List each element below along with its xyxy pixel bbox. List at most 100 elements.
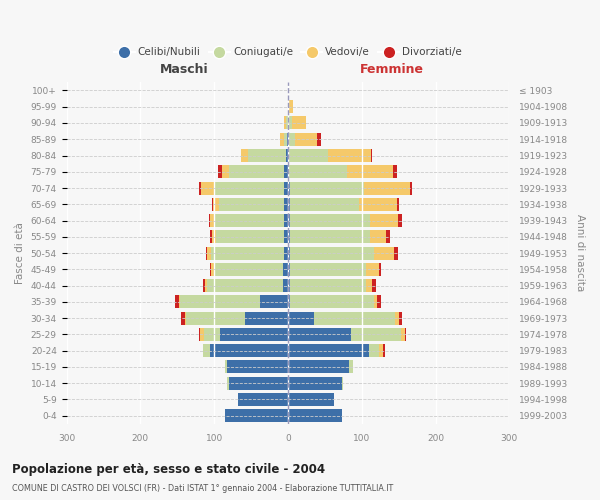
Bar xyxy=(225,409,288,422)
Bar xyxy=(214,214,284,227)
Bar xyxy=(208,246,211,260)
Bar xyxy=(229,166,284,178)
Text: Femmine: Femmine xyxy=(360,62,424,76)
Bar xyxy=(290,230,370,243)
Bar xyxy=(372,279,376,292)
Bar xyxy=(280,132,284,146)
Bar xyxy=(288,312,314,324)
Bar xyxy=(288,100,289,113)
Bar xyxy=(289,149,328,162)
Bar xyxy=(290,263,366,276)
Bar xyxy=(225,360,227,374)
Bar xyxy=(211,246,284,260)
Bar xyxy=(283,279,288,292)
Bar xyxy=(214,182,284,194)
Bar xyxy=(314,312,395,324)
Bar xyxy=(220,328,288,341)
Bar xyxy=(383,344,385,357)
Bar xyxy=(290,182,364,194)
Bar xyxy=(287,132,288,146)
Y-axis label: Anni di nascita: Anni di nascita xyxy=(575,214,585,292)
Bar xyxy=(248,149,286,162)
Bar xyxy=(288,214,290,227)
Bar xyxy=(286,149,288,162)
Bar xyxy=(394,246,398,260)
Bar xyxy=(211,230,212,243)
Bar xyxy=(206,246,208,260)
Bar xyxy=(350,328,401,341)
Bar xyxy=(208,279,283,292)
Bar xyxy=(185,312,186,324)
Bar xyxy=(290,296,374,308)
Bar xyxy=(290,198,359,211)
Bar xyxy=(288,149,289,162)
Text: COMUNE DI CASTRO DEI VOLSCI (FR) - Dati ISTAT 1° gennaio 2004 - Elaborazione TUT: COMUNE DI CASTRO DEI VOLSCI (FR) - Dati … xyxy=(12,484,393,493)
Bar xyxy=(288,360,349,374)
Bar xyxy=(221,166,229,178)
Bar xyxy=(284,116,286,130)
Bar xyxy=(366,263,379,276)
Bar xyxy=(288,182,290,194)
Bar xyxy=(292,116,307,130)
Bar xyxy=(379,344,383,357)
Bar xyxy=(227,360,288,374)
Bar xyxy=(288,263,290,276)
Bar xyxy=(395,312,398,324)
Bar xyxy=(288,376,342,390)
Bar xyxy=(284,246,288,260)
Bar xyxy=(366,279,372,292)
Bar xyxy=(203,344,211,357)
Bar xyxy=(260,296,288,308)
Bar xyxy=(205,279,208,292)
Bar xyxy=(404,328,406,341)
Bar xyxy=(317,132,321,146)
Bar xyxy=(288,198,290,211)
Bar xyxy=(214,198,220,211)
Bar xyxy=(289,100,293,113)
Y-axis label: Fasce di età: Fasce di età xyxy=(15,222,25,284)
Bar xyxy=(349,360,353,374)
Bar xyxy=(288,246,290,260)
Bar xyxy=(199,328,200,341)
Bar xyxy=(180,296,260,308)
Bar xyxy=(394,166,397,178)
Bar xyxy=(370,214,398,227)
Bar xyxy=(211,263,215,276)
Bar xyxy=(374,296,377,308)
Bar xyxy=(210,263,211,276)
Bar xyxy=(377,296,381,308)
Bar xyxy=(379,263,381,276)
Bar xyxy=(212,230,215,243)
Bar xyxy=(199,182,201,194)
Bar xyxy=(201,182,214,194)
Bar xyxy=(175,296,179,308)
Bar xyxy=(386,230,390,243)
Bar xyxy=(215,230,284,243)
Text: Popolazione per età, sesso e stato civile - 2004: Popolazione per età, sesso e stato civil… xyxy=(12,462,325,475)
Bar xyxy=(288,230,290,243)
Bar xyxy=(288,393,334,406)
Bar xyxy=(220,198,284,211)
Bar xyxy=(359,198,397,211)
Bar xyxy=(238,393,288,406)
Bar xyxy=(347,166,394,178)
Bar xyxy=(284,198,288,211)
Bar xyxy=(401,328,404,341)
Bar xyxy=(181,312,185,324)
Bar xyxy=(289,166,347,178)
Bar xyxy=(288,409,342,422)
Bar xyxy=(288,344,369,357)
Bar xyxy=(284,230,288,243)
Bar xyxy=(342,376,343,390)
Bar xyxy=(241,149,248,162)
Bar xyxy=(229,376,288,390)
Bar xyxy=(288,132,295,146)
Bar xyxy=(284,182,288,194)
Bar xyxy=(211,344,288,357)
Bar xyxy=(212,198,214,211)
Bar xyxy=(410,182,412,194)
Bar xyxy=(371,149,372,162)
Bar xyxy=(288,328,350,341)
Bar xyxy=(290,214,370,227)
Bar xyxy=(328,149,371,162)
